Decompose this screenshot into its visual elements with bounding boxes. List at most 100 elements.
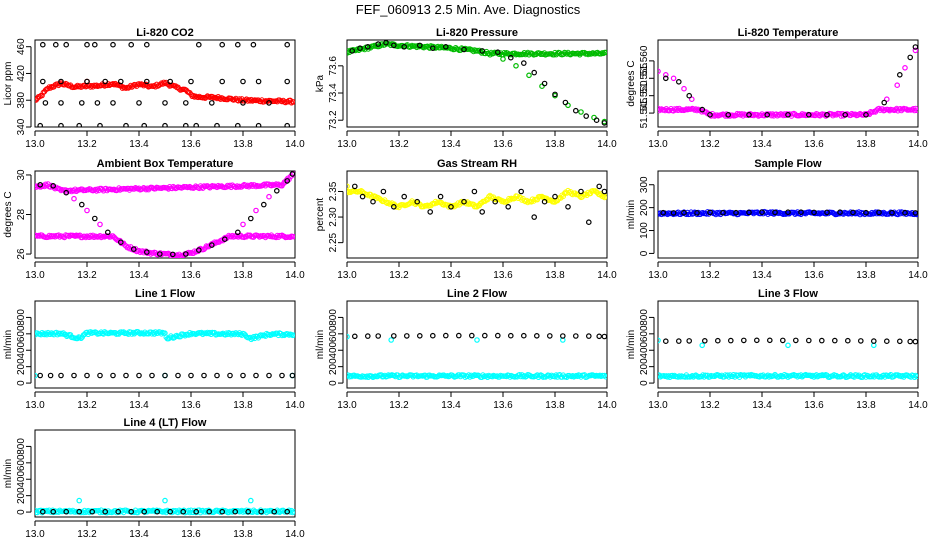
data-point xyxy=(84,41,90,48)
data-point xyxy=(162,100,168,106)
data-point xyxy=(266,193,272,200)
data-point xyxy=(279,332,285,339)
data-point xyxy=(869,209,875,216)
data-point xyxy=(351,333,358,340)
data-point xyxy=(753,337,760,344)
x-tick-label: 13.0 xyxy=(25,270,45,281)
data-point xyxy=(777,112,783,118)
data-point xyxy=(562,99,569,106)
data-point xyxy=(235,41,241,48)
data-point xyxy=(219,41,226,48)
data-point xyxy=(513,63,519,69)
data-point xyxy=(110,100,116,106)
data-point xyxy=(50,183,57,189)
data-point xyxy=(699,342,706,349)
data-point xyxy=(157,251,163,257)
data-point xyxy=(541,80,548,87)
series-1 xyxy=(39,508,291,515)
panel-title: Li-820 Temperature xyxy=(738,27,839,39)
y-tick-label: 51.550 xyxy=(639,80,650,111)
data-point xyxy=(390,204,397,210)
data-point xyxy=(455,332,462,339)
series-1 xyxy=(662,337,918,345)
data-point xyxy=(572,333,579,339)
data-layer xyxy=(35,171,295,258)
data-point xyxy=(484,197,491,203)
data-point xyxy=(94,100,101,106)
data-point xyxy=(876,209,882,216)
data-point xyxy=(232,508,239,515)
y-tick-label: 420 xyxy=(16,65,27,82)
data-point xyxy=(658,337,661,344)
data-point xyxy=(58,122,64,127)
y-tick-label: 340 xyxy=(16,118,27,135)
data-point xyxy=(58,78,64,85)
panel-ambient: Ambient Box Temperature 13.0 13.2 13.4 13.6 1… xyxy=(3,158,305,281)
data-point xyxy=(375,333,382,339)
data-point xyxy=(458,198,465,205)
data-point xyxy=(669,372,675,379)
data-point xyxy=(50,508,57,515)
data-point xyxy=(141,122,147,127)
series-1 xyxy=(351,183,607,226)
data-point xyxy=(39,41,46,48)
data-point xyxy=(442,332,449,339)
data-point xyxy=(759,209,765,216)
data-point xyxy=(831,337,838,344)
data-point xyxy=(507,54,514,61)
data-point xyxy=(214,372,220,379)
x-tick-label: 13.8 xyxy=(233,529,253,540)
data-point xyxy=(662,338,669,345)
data-point xyxy=(740,337,747,344)
data-point xyxy=(47,372,54,379)
x-tick-label: 13.4 xyxy=(129,400,149,411)
data-point xyxy=(191,184,198,191)
x-tick-label: 13.4 xyxy=(752,139,772,150)
data-point xyxy=(162,497,168,504)
data-point xyxy=(84,207,90,214)
data-point xyxy=(291,99,295,105)
data-point xyxy=(735,111,742,118)
data-point xyxy=(701,337,708,344)
data-point xyxy=(209,100,215,106)
data-layer xyxy=(658,208,918,218)
data-layer xyxy=(658,44,918,119)
data-point xyxy=(914,107,918,113)
data-point xyxy=(585,219,592,226)
series-1 xyxy=(662,44,918,118)
data-point xyxy=(236,183,243,190)
series-1 xyxy=(37,171,295,258)
data-point xyxy=(248,497,254,504)
y-tick-label: 800 xyxy=(639,309,650,326)
data-point xyxy=(258,508,265,515)
y-tick-label: 380 xyxy=(16,91,27,108)
data-point xyxy=(670,210,677,216)
data-point xyxy=(902,65,908,71)
data-point xyxy=(912,47,918,54)
data-point xyxy=(240,100,246,106)
x-tick-label: 14.0 xyxy=(597,400,617,411)
series-1 xyxy=(351,332,607,340)
data-point xyxy=(688,373,694,380)
data-point xyxy=(416,42,423,49)
plot-frame xyxy=(346,300,608,389)
data-point xyxy=(824,209,830,216)
data-point xyxy=(167,508,174,515)
data-point xyxy=(188,372,194,379)
data-point xyxy=(255,78,262,85)
data-point xyxy=(268,183,275,189)
data-point xyxy=(552,91,558,98)
data-point xyxy=(288,331,295,338)
data-point xyxy=(870,338,877,344)
data-point xyxy=(128,508,135,515)
data-point xyxy=(375,41,382,47)
data-point xyxy=(775,210,782,217)
y-tick-label: 2.35 xyxy=(328,181,339,201)
data-point xyxy=(878,210,885,216)
data-point xyxy=(83,234,89,241)
data-point xyxy=(578,188,584,195)
data-point xyxy=(63,189,69,196)
y-axis-label: degrees C xyxy=(626,60,637,106)
data-point xyxy=(84,372,90,379)
y-tick-label: 200 xyxy=(328,358,339,375)
